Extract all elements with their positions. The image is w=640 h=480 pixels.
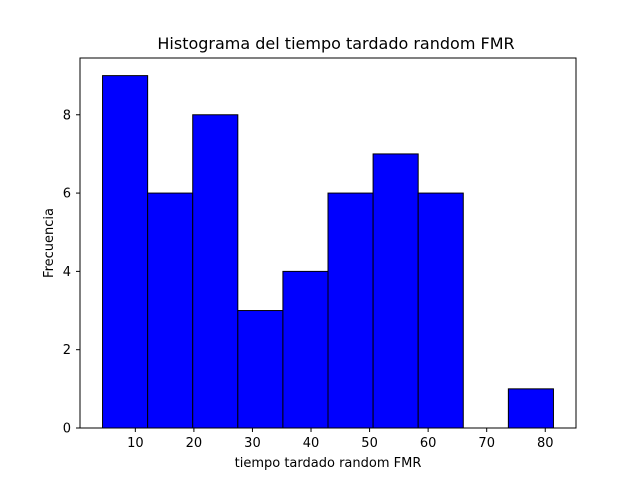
y-tick-label: 2 bbox=[63, 343, 71, 358]
y-axis-label: Frecuencia bbox=[42, 208, 57, 278]
x-tick-label: 20 bbox=[186, 436, 203, 451]
x-tick-label: 70 bbox=[478, 436, 495, 451]
y-axis-ticks: 0 2 4 6 8 bbox=[63, 108, 80, 437]
histogram-bar bbox=[417, 192, 464, 429]
chart-title: Histograma del tiempo tardado random FMR bbox=[157, 34, 514, 53]
histogram-bar bbox=[507, 388, 554, 429]
x-tick-label: 30 bbox=[244, 436, 261, 451]
x-tick-label: 50 bbox=[361, 436, 378, 451]
x-tick-label: 40 bbox=[303, 436, 320, 451]
histogram-bar bbox=[282, 270, 329, 429]
x-axis-ticks: 10 20 30 40 50 60 70 80 bbox=[127, 428, 554, 451]
y-tick-label: 4 bbox=[63, 265, 71, 280]
bars-group bbox=[102, 75, 554, 429]
x-tick-label: 60 bbox=[420, 436, 437, 451]
x-tick-label: 80 bbox=[537, 436, 554, 451]
y-tick-label: 0 bbox=[63, 422, 71, 437]
y-tick-label: 8 bbox=[63, 108, 71, 123]
x-axis-label: tiempo tardado random FMR bbox=[235, 456, 422, 471]
histogram-bar bbox=[192, 114, 239, 429]
histogram-bar bbox=[237, 310, 284, 429]
plot-frame bbox=[79, 57, 577, 429]
histogram-bar bbox=[327, 192, 374, 429]
histogram-bar bbox=[372, 153, 419, 429]
x-tick-label: 10 bbox=[127, 436, 144, 451]
y-tick-label: 6 bbox=[63, 187, 71, 202]
histogram-bar bbox=[147, 192, 194, 429]
histogram-bar bbox=[102, 75, 149, 429]
